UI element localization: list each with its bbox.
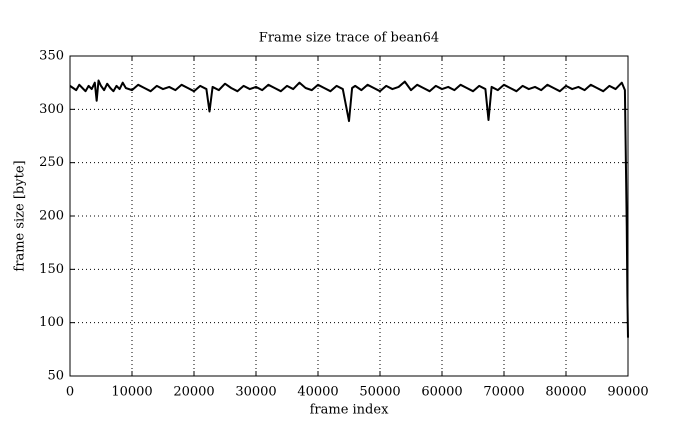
x-tick-label: 10000	[111, 385, 152, 400]
y-tick-label: 50	[47, 369, 64, 384]
x-axis-label: frame index	[310, 403, 389, 418]
x-tick-label: 80000	[545, 385, 586, 400]
x-tick-label: 40000	[297, 385, 338, 400]
x-tick-label: 70000	[483, 385, 524, 400]
y-tick-label: 250	[39, 155, 64, 170]
y-tick-label: 300	[39, 102, 64, 117]
y-tick-label: 150	[39, 262, 64, 277]
x-tick-label: 0	[66, 385, 74, 400]
x-tick-label: 30000	[235, 385, 276, 400]
chart-title: Frame size trace of bean64	[259, 31, 439, 46]
y-axis-label: frame size [byte]	[13, 160, 28, 271]
data-line	[69, 79, 629, 338]
y-tick-label: 100	[39, 315, 64, 330]
x-tick-label: 20000	[173, 385, 214, 400]
plot-frame	[69, 55, 629, 377]
x-tick-label: 50000	[359, 385, 400, 400]
y-tick-label: 200	[39, 209, 64, 224]
y-tick-label: 350	[39, 49, 64, 64]
x-tick-label: 60000	[421, 385, 462, 400]
x-tick-label: 90000	[607, 385, 648, 400]
